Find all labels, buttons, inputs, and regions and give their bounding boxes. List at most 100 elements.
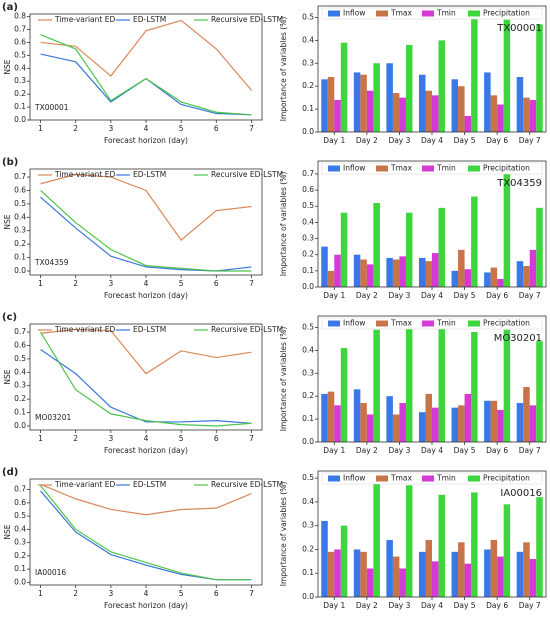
bar [425, 261, 432, 287]
bar [451, 551, 459, 597]
y-tick-label: 0.1 [14, 253, 26, 262]
bar [360, 74, 367, 132]
bar [464, 393, 472, 442]
y-tick-label: 0.1 [14, 102, 26, 111]
line-series [40, 34, 252, 116]
y-tick-label: 0.0 [14, 421, 26, 430]
legend-swatch [376, 475, 388, 482]
y-tick-label: 0.2 [14, 89, 26, 98]
x-tick-label: Day 2 [356, 136, 378, 145]
bar [523, 387, 530, 442]
legend-label: ED-LSTM [133, 15, 166, 24]
y-tick-label: 0.4 [302, 217, 314, 226]
bar [484, 400, 491, 442]
bar [321, 520, 328, 597]
legend-label: Recursive ED-LSTM [211, 15, 283, 24]
x-tick-label: 6 [214, 434, 219, 443]
bar [484, 72, 491, 132]
legend-label: Inflow [343, 474, 365, 483]
bar [366, 568, 374, 597]
bar [523, 97, 530, 132]
x-tick-label: 3 [108, 589, 113, 598]
bar [451, 79, 459, 132]
legend-swatch [328, 10, 340, 17]
bar [340, 348, 348, 442]
legend-swatch [422, 475, 434, 482]
plot-frame [317, 5, 547, 133]
legend-label: Tmax [390, 474, 412, 483]
bar [366, 264, 374, 287]
bar [432, 95, 439, 132]
station-label: MO30201 [494, 333, 542, 344]
bar [516, 261, 524, 287]
x-tick-label: Day 2 [356, 446, 378, 455]
x-tick-label: Day 7 [519, 291, 541, 300]
bar [321, 393, 328, 442]
x-tick-label: 7 [249, 124, 254, 133]
bar [438, 494, 446, 597]
legend-label: Tmin [436, 474, 456, 483]
station-label: IA00016 [500, 488, 542, 499]
bar [458, 542, 465, 597]
y-tick-label: 0.7 [302, 169, 314, 178]
legend-label: Recursive ED-LSTM [211, 480, 283, 489]
line-series [40, 490, 252, 581]
legend-label: Tmax [390, 9, 412, 18]
bar [536, 341, 543, 442]
y-tick-label: 0.2 [14, 239, 26, 248]
y-tick-label: 0.1 [302, 104, 314, 113]
x-tick-label: 5 [179, 434, 184, 443]
bar [490, 95, 498, 132]
x-tick-label: 6 [214, 279, 219, 288]
y-tick-label: 0.4 [302, 345, 314, 354]
bar [321, 79, 328, 132]
y-tick-label: 0.1 [14, 564, 26, 573]
x-tick-label: Day 3 [388, 446, 410, 455]
bar [464, 115, 472, 132]
legend-swatch [468, 475, 480, 482]
x-tick-label: 2 [73, 124, 78, 133]
panel-label: (d) [2, 467, 18, 478]
legend-label: Inflow [343, 164, 365, 173]
bar [516, 403, 524, 442]
x-tick-label: Day 1 [323, 291, 345, 300]
x-tick-label: Day 1 [323, 136, 345, 145]
x-tick-label: Day 7 [519, 446, 541, 455]
x-tick-label: Day 7 [519, 136, 541, 145]
legend-swatch [328, 320, 340, 327]
y-tick-label: 0.0 [302, 282, 314, 291]
bar [340, 42, 348, 133]
bar [497, 409, 504, 442]
legend-label: ED-LSTM [133, 170, 166, 179]
y-tick-label: 0.0 [302, 127, 314, 136]
y-tick-label: 0.0 [302, 437, 314, 446]
bar [418, 257, 426, 287]
x-tick-label: 7 [249, 279, 254, 288]
station-label: IA00016 [35, 568, 66, 577]
y-tick-label: 0.1 [302, 568, 314, 577]
y-tick-label: 0.4 [302, 35, 314, 44]
station-label: TX00001 [496, 23, 542, 34]
x-axis-label: Forecast horizon (day) [104, 601, 188, 610]
bar [529, 405, 537, 442]
y-tick-label: 0.2 [302, 250, 314, 259]
bar [340, 212, 348, 287]
y-tick-label: 0.3 [14, 538, 26, 547]
x-tick-label: Day 6 [486, 291, 508, 300]
y-tick-label: 0.7 [14, 25, 26, 34]
plot-frame [317, 470, 547, 598]
bar [529, 249, 537, 287]
x-axis-label: Forecast horizon (day) [104, 136, 188, 145]
y-tick-label: 0.5 [302, 473, 314, 482]
y-tick-label: 0.0 [14, 577, 26, 586]
bar [327, 270, 335, 287]
y-tick-label: 0.0 [14, 115, 26, 124]
y-tick-label: 0.0 [302, 592, 314, 601]
bar [432, 407, 439, 442]
x-tick-label: Day 4 [421, 136, 443, 145]
bar [386, 63, 393, 132]
y-tick-label: 0.3 [302, 521, 314, 530]
bar [497, 278, 504, 287]
bar [392, 414, 400, 442]
bar [471, 17, 478, 133]
